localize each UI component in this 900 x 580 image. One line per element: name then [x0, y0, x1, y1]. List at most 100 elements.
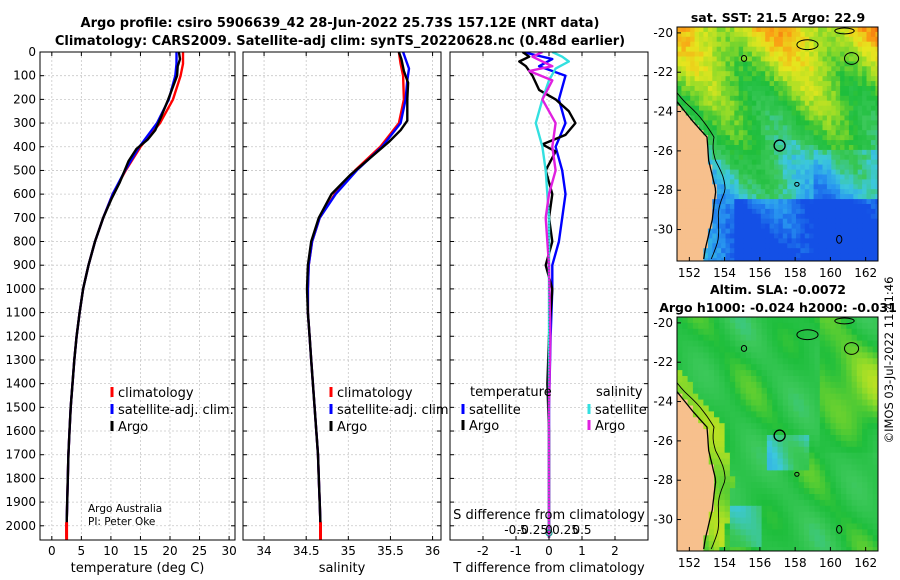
ocean-cell [687, 340, 694, 348]
ocean-cell [853, 184, 859, 190]
ocean-cell [818, 27, 824, 33]
ocean-cell [840, 100, 846, 107]
ocean-cell [853, 154, 859, 161]
ocean-cell [787, 145, 793, 151]
ocean-cell [796, 115, 801, 121]
land-cell [685, 164, 691, 171]
ocean-cell [866, 243, 872, 249]
ocean-cell [760, 179, 766, 185]
ocean-cell [685, 31, 691, 38]
ocean-cell [787, 233, 793, 239]
ocean-cell [809, 381, 816, 389]
ocean-cell [791, 233, 797, 239]
plot-area [243, 52, 441, 540]
ocean-cell [798, 517, 805, 525]
ocean-cell [729, 120, 735, 126]
ocean-cell [681, 76, 687, 82]
ocean-cell [787, 115, 793, 121]
ocean-cell [714, 340, 720, 348]
ocean-cell [782, 494, 789, 501]
ocean-cell [798, 499, 805, 507]
ocean-cell [769, 46, 775, 53]
ocean-cell [761, 440, 768, 448]
ocean-cell [851, 458, 858, 466]
ocean-cell [835, 208, 841, 215]
land-cell [681, 238, 687, 244]
ocean-cell [743, 208, 749, 215]
ocean-cell [803, 529, 810, 536]
land-cell [694, 179, 700, 185]
map-y-tick-label: -24 [653, 395, 673, 409]
ocean-cell [796, 204, 801, 210]
ocean-cell [835, 435, 842, 442]
ocean-cell [848, 189, 854, 195]
ocean-cell [716, 145, 722, 151]
ocean-cell [793, 452, 800, 460]
ocean-cell [699, 56, 704, 62]
ocean-cell [870, 228, 876, 235]
ocean-cell [819, 352, 826, 359]
ocean-cell [777, 435, 784, 442]
ocean-cell [760, 248, 766, 254]
ocean-cell [809, 125, 815, 131]
ocean-cell [745, 452, 752, 460]
ocean-cell [725, 115, 731, 121]
ocean-cell [870, 71, 876, 77]
land-cell [692, 482, 699, 489]
ocean-cell [796, 164, 801, 171]
ocean-cell [818, 184, 824, 190]
ocean-cell [777, 340, 784, 348]
ocean-cell [819, 387, 826, 395]
ocean-cell [809, 169, 815, 176]
ocean-cell [803, 435, 810, 442]
ocean-cell [740, 529, 747, 536]
ocean-cell [796, 81, 801, 87]
ocean-cell [804, 184, 810, 190]
ocean-cell [751, 204, 757, 210]
ocean-cell [738, 140, 744, 146]
ocean-cell [708, 523, 715, 530]
ocean-cell [716, 76, 722, 82]
ocean-cell [729, 233, 735, 239]
ocean-cell [703, 36, 709, 43]
ocean-cell [729, 125, 735, 131]
land-cell [707, 208, 713, 215]
land-cell [677, 535, 683, 542]
land-cell [690, 189, 696, 195]
ocean-cell [872, 458, 878, 466]
x-tick-label: 36 [425, 544, 440, 558]
ocean-cell [841, 364, 847, 371]
ocean-cell [694, 115, 700, 121]
ocean-cell [703, 90, 709, 97]
ocean-cell [774, 218, 779, 225]
ocean-cell [844, 184, 850, 190]
sst-map-panel: 152 154 156 158 160 162-20-22-24-26-28-30sat.… [653, 10, 879, 280]
x-axis-label: T difference from climatology [452, 561, 645, 576]
ocean-cell [760, 46, 766, 53]
ocean-cell [809, 328, 816, 336]
ocean-cell [800, 169, 806, 176]
ocean-cell [800, 115, 806, 121]
ocean-cell [747, 258, 753, 261]
ocean-cell [721, 204, 727, 210]
ocean-cell [747, 164, 753, 171]
ocean-cell [765, 90, 771, 97]
ocean-cell [747, 130, 753, 136]
ocean-cell [724, 499, 731, 507]
ocean-cell [729, 517, 736, 525]
ocean-cell [835, 218, 841, 225]
ocean-cell [712, 120, 718, 126]
ocean-cell [677, 352, 683, 359]
ocean-cell [809, 399, 816, 407]
ocean-cell [846, 535, 853, 542]
ocean-cell [862, 376, 868, 383]
ocean-cell [782, 376, 789, 383]
ocean-cell [788, 358, 794, 365]
ocean-cell [809, 476, 816, 483]
ocean-cell [813, 253, 819, 259]
ocean-cell [798, 322, 805, 330]
ocean-cell [844, 31, 850, 38]
ocean-cell [875, 95, 878, 102]
ocean-cell [814, 346, 821, 353]
ocean-cell [712, 159, 718, 166]
